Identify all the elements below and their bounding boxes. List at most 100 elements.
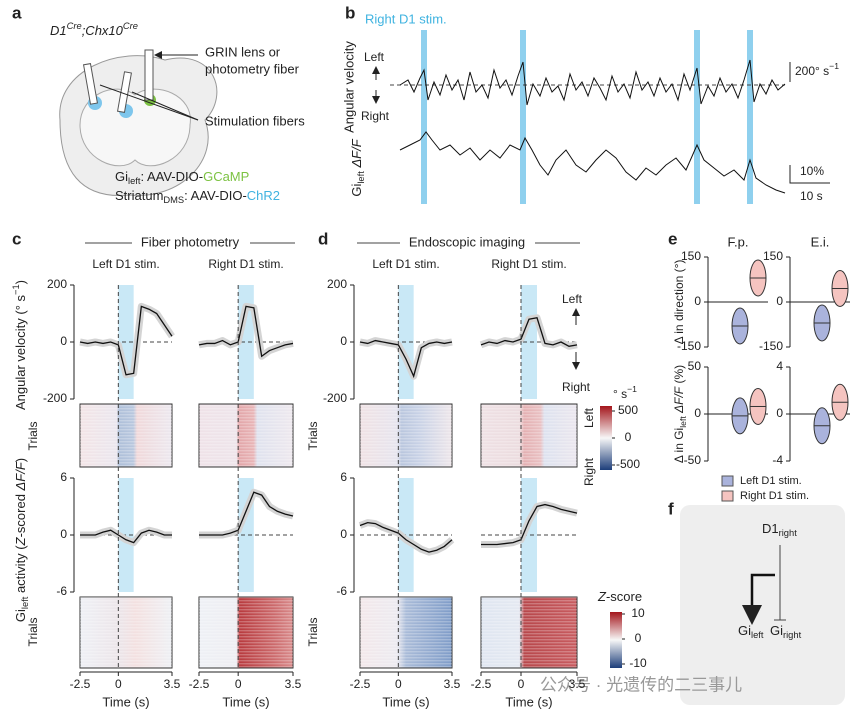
watermark: 公众号 · 光遗传的二三事儿 [540,675,742,694]
colorbar [610,612,622,668]
text-part: left [128,176,141,186]
text-part: −1 [11,284,21,295]
annotation: Right D1 stim. [365,11,447,26]
direction-label: Left [364,50,385,64]
panel-label: e [668,229,677,248]
text-part: left [20,596,30,609]
heatmap-rows [481,597,577,668]
colorbar [600,406,612,470]
text-part: ° s [613,387,627,401]
x-axis-label: Time (s) [222,694,269,709]
trace [481,503,578,546]
direction-label: Right [562,380,591,394]
y-tick-label: -150 [759,339,783,353]
text-part: right [779,528,798,538]
heatmap-rows [80,404,172,467]
y-tick-label: 0 [776,294,783,308]
axis-label: Trials [306,422,320,451]
trace [199,491,294,536]
y-tick-label: -150 [677,339,701,353]
genotype-label: D1Cre;Chx10Cre [50,21,138,38]
column-title: Left D1 stim. [92,257,159,271]
colorbar-tick-label: 10 [631,606,645,620]
colorbar-tick-label: 0 [635,631,642,645]
x-tick-label: 3.5 [569,677,586,691]
scale-label: 200° s−1 [795,61,839,78]
trace [359,339,453,379]
text-part: Gi [13,609,28,622]
text-part: ) [13,458,28,462]
x-tick-label: 3.5 [285,677,302,691]
text-part: ChR2 [247,188,280,203]
text-part: Gi [738,623,751,638]
panel-label: f [668,499,674,518]
x-tick-label: -2.5 [471,677,492,691]
text-part: -scored [13,490,28,537]
trace [198,305,294,358]
panel-label: d [318,229,328,248]
x-tick-label: 0 [115,677,122,691]
text-part: Gi [770,623,783,638]
node-label: D1right [762,521,797,538]
legend-label: Left D1 stim. [740,475,802,487]
column-title: Left D1 stim. [372,257,439,271]
colorbar-tick-label: -10 [629,656,647,670]
column-title: Right D1 stim. [208,257,283,271]
annotation: StriatumDMS: AAV-DIO-ChR2 [115,188,280,205]
panel-title: Fiber photometry [141,234,240,249]
legend-swatch [721,490,734,502]
column-title: Right D1 stim. [491,257,566,271]
text-part: left [751,630,764,640]
text-part: right [783,630,802,640]
stim-bars [421,30,753,204]
axis-label: Angular velocity (° s−1) [11,280,28,410]
y-tick-label: 0 [60,527,67,541]
text-part: GCaMP [203,169,249,184]
axis-label: Trials [26,422,40,451]
brain-diagram [59,49,218,197]
text-part: Cre [123,21,138,31]
y-tick-label: 6 [60,470,67,484]
text-part: left [678,416,688,428]
colorbar-label: ° s−1 [613,384,637,401]
y-tick-label: 50 [688,359,702,373]
y-tick-label: 0 [340,527,347,541]
y-tick-label: 200 [327,277,347,291]
y-tick-label: 0 [340,334,347,348]
y-tick-label: -200 [323,391,347,405]
x-tick-label: 0 [518,677,525,691]
text-part: 200° s [795,64,829,78]
trace [399,131,786,194]
text-part: Z [13,536,28,546]
text-part: DMS [163,195,184,205]
panel-title: Endoscopic imaging [409,234,525,249]
y-tick-label: 4 [776,359,783,373]
axis-label: Δ in Gileft ΔF/F (%) [672,365,688,463]
legend-swatch [721,475,734,487]
node-label: Gileft [738,623,764,640]
text-part: Δ in Gi [672,428,686,463]
axis-label: Gileft ΔF/F [349,138,366,196]
text-part: : AAV-DIO- [140,169,203,184]
annotation: GRIN lens or [205,44,281,59]
y-tick-label: -6 [336,584,347,598]
stim-window [521,285,537,399]
text-part: ΔF/F [672,386,686,414]
trace [359,521,453,553]
x-tick-label: -2.5 [189,677,210,691]
legend-label: Right D1 stim. [740,490,809,502]
heatmap-rows [481,404,577,467]
heatmap-rows [199,404,293,467]
trace [399,59,786,106]
x-tick-label: -2.5 [70,677,91,691]
y-tick-label: 6 [340,470,347,484]
text-part: activity ( [13,545,28,597]
y-tick-label: 150 [763,249,783,263]
text-part: ΔF/F [349,138,364,171]
scale-bar [789,165,830,184]
text-part: (%) [672,365,686,387]
y-tick-label: -200 [43,391,67,405]
scale-label: 10 s [800,189,823,203]
group-title: F.p. [728,234,749,249]
